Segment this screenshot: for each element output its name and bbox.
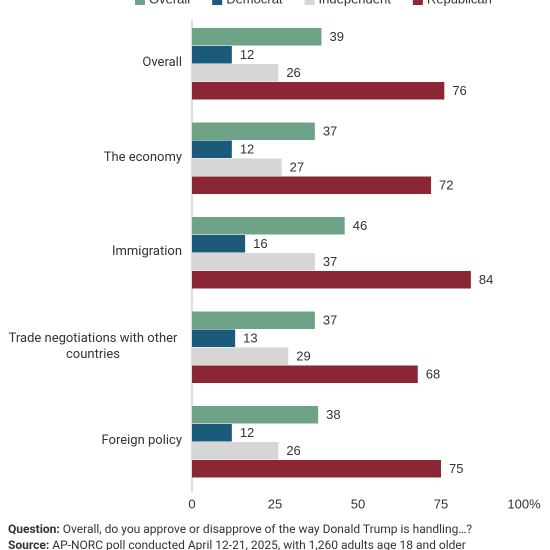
- category-label: Immigration: [4, 244, 182, 260]
- legend-swatch: [304, 0, 315, 5]
- value-label: 37: [323, 313, 337, 328]
- value-label: 26: [286, 65, 300, 80]
- legend-swatch: [135, 0, 145, 5]
- value-label: 13: [243, 331, 257, 346]
- value-label: 75: [449, 461, 463, 476]
- bar: [192, 28, 322, 46]
- value-label: 39: [329, 29, 343, 44]
- bar: [192, 460, 441, 478]
- bar: [192, 347, 289, 365]
- bar: [192, 46, 232, 64]
- x-tick-label: 25: [268, 496, 282, 511]
- bar: [192, 64, 279, 82]
- value-label: 12: [240, 142, 254, 157]
- category-text: Immigration: [111, 244, 182, 259]
- value-label: 68: [426, 367, 440, 382]
- x-tick-label: 0: [188, 496, 195, 511]
- x-tick-label: 75: [434, 496, 448, 511]
- category-text: Foreign policy: [101, 433, 182, 448]
- category-text: Trade negotiations with other countries: [8, 330, 178, 362]
- bar: [192, 158, 282, 176]
- footer-label: Source:: [8, 538, 50, 550]
- footer-source: Source: AP-NORC poll conducted April 12-…: [8, 538, 466, 550]
- bar: [192, 176, 432, 194]
- bar: [192, 329, 236, 347]
- bar: [192, 311, 315, 329]
- category-label: Foreign policy: [4, 433, 182, 449]
- x-tick-label: 100%: [507, 496, 541, 511]
- value-label: 26: [286, 443, 300, 458]
- value-label: 38: [326, 407, 340, 422]
- value-label: 27: [290, 160, 304, 175]
- footer-text: Overall, do you approve or disapprove of…: [62, 522, 473, 536]
- value-label: 29: [296, 349, 310, 364]
- category-label: Overall: [4, 55, 182, 71]
- footer-label: Question:: [8, 522, 60, 536]
- value-label: 37: [323, 254, 337, 269]
- value-label: 12: [240, 425, 254, 440]
- value-label: 84: [479, 272, 493, 287]
- value-label: 72: [439, 178, 453, 193]
- bar: [192, 122, 315, 140]
- legend-label: Democrat: [226, 0, 283, 6]
- bar: [192, 217, 345, 235]
- legend-swatch: [412, 0, 423, 5]
- bar: [192, 82, 445, 100]
- bar: [192, 406, 319, 424]
- category-label: Trade negotiations with other countries: [4, 331, 182, 363]
- legend-label: Overall: [149, 0, 190, 6]
- category-text: The economy: [103, 149, 182, 165]
- x-tick-label: 50: [351, 496, 365, 511]
- value-label: 12: [240, 47, 254, 62]
- bar: [192, 253, 315, 271]
- legend-swatch: [212, 0, 223, 5]
- legend-label: Independent: [319, 0, 392, 6]
- footer-question: Question: Overall, do you approve or dis…: [8, 522, 472, 536]
- bar: [192, 271, 471, 289]
- footer-text: AP-NORC poll conducted April 12-21, 2025…: [52, 538, 466, 550]
- value-label: 46: [353, 218, 367, 233]
- bar: [192, 424, 232, 442]
- bar: [192, 365, 418, 383]
- value-label: 37: [323, 124, 337, 139]
- value-label: 16: [253, 236, 267, 251]
- value-label: 76: [452, 83, 466, 98]
- bar: [192, 235, 246, 253]
- category-text: Overall: [142, 55, 182, 70]
- legend-label: Republican: [427, 0, 492, 6]
- bar: [192, 442, 279, 460]
- category-label: The economy: [4, 150, 182, 166]
- bar: [192, 140, 232, 158]
